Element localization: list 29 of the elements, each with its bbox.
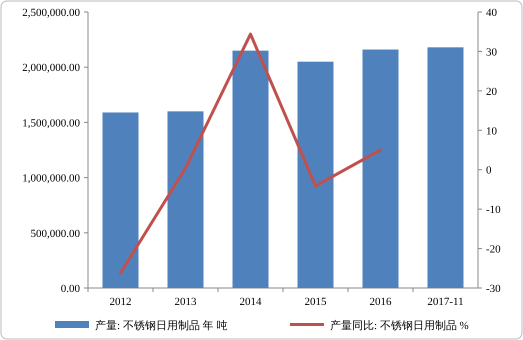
- y-tick-label: 1,000,000.00: [22, 172, 80, 185]
- y2-tick-label: -30: [486, 283, 502, 295]
- y-tick-label: 2,000,000.00: [22, 62, 80, 74]
- legend-label: 产量: 不锈钢日用制品 年 吨: [95, 319, 228, 332]
- y2-tick-label: 10: [486, 125, 498, 138]
- y2-tick-label: 30: [486, 46, 498, 58]
- line-series: [119, 32, 382, 275]
- y2-tick-label: 40: [486, 7, 498, 19]
- y-tick-label: 1,500,000.00: [22, 117, 80, 130]
- x-tick-label: 2016: [370, 296, 392, 308]
- y-tick-label: 500,000.00: [30, 228, 80, 240]
- y-tick-label: 0.00: [60, 283, 80, 295]
- x-tick-label: 2013: [174, 296, 197, 308]
- bar: [298, 62, 334, 288]
- legend-label: 产量同比: 不锈钢日用制品 %: [330, 319, 469, 332]
- y2-tick-label: -10: [486, 204, 502, 216]
- bar: [232, 50, 268, 288]
- y-tick-label: 2,500,000.00: [22, 7, 80, 19]
- bar: [168, 111, 204, 288]
- y2-tick-label: 20: [486, 86, 498, 98]
- x-tick-label: 2015: [304, 296, 327, 308]
- y2-tick-label: 0: [486, 164, 492, 177]
- bar: [362, 50, 398, 288]
- bar: [428, 47, 464, 288]
- x-tick-label: 2012: [110, 296, 132, 308]
- bar: [102, 112, 138, 288]
- x-tick-label: 2017-11: [427, 296, 464, 308]
- x-tick-label: 2014: [240, 296, 262, 308]
- y2-tick-label: -20: [486, 244, 502, 256]
